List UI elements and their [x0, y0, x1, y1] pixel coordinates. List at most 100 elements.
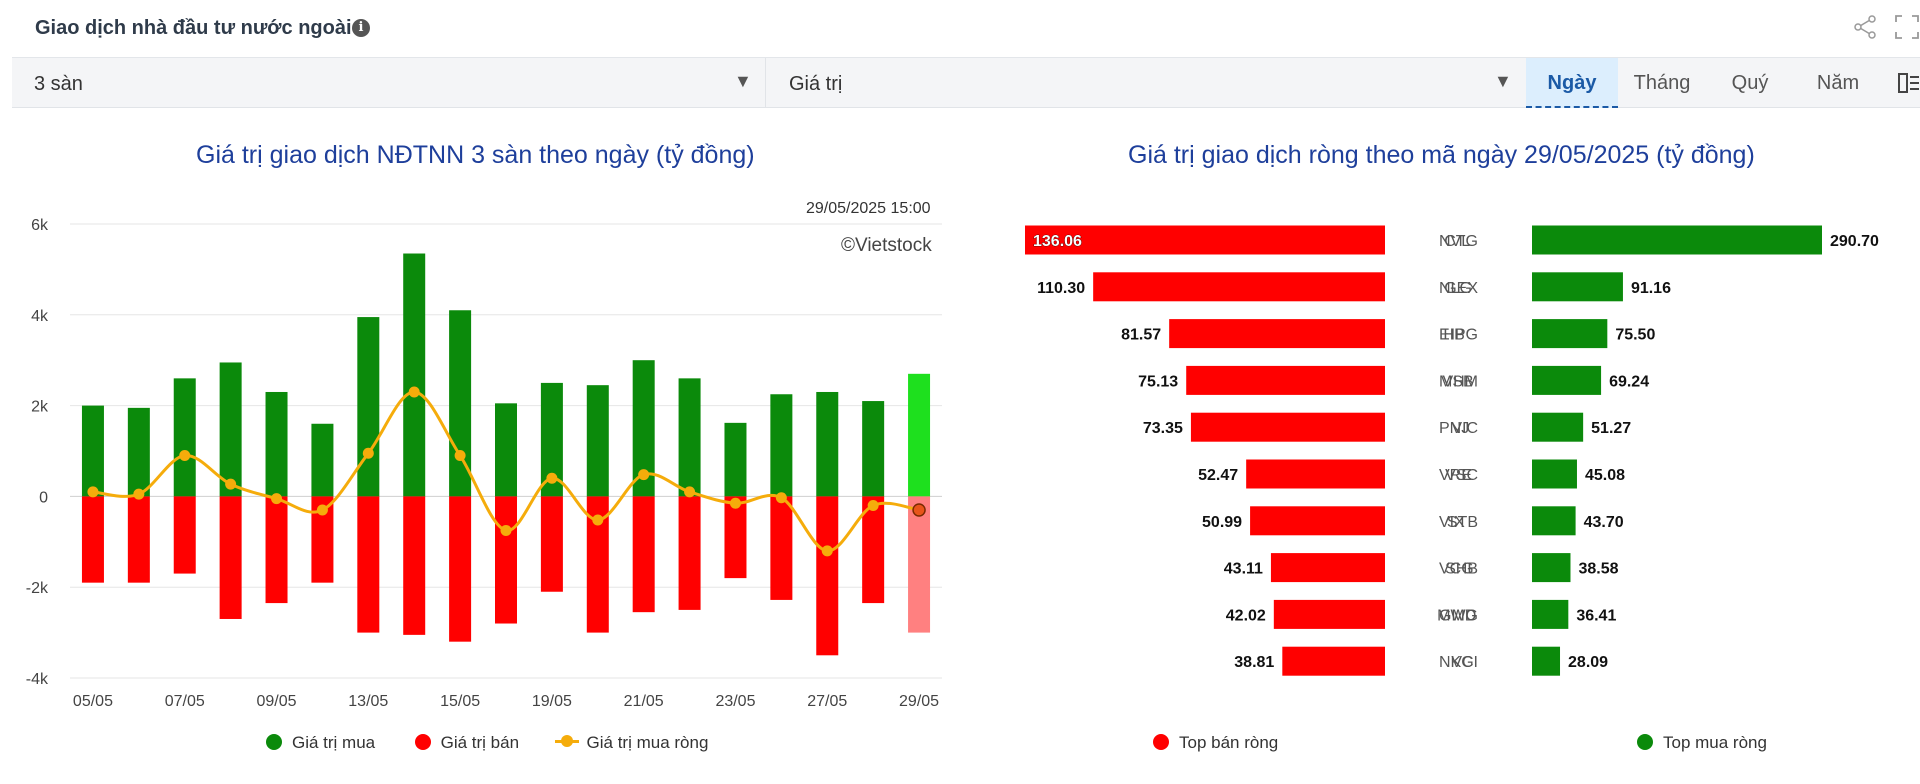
- top-buy-ticker-label: PNJ: [1439, 420, 1469, 437]
- top-sell-ticker-label: CTG: [1444, 233, 1478, 250]
- net-buy-point: [225, 478, 237, 490]
- right-legend-buy[interactable]: Top mua ròng: [1637, 733, 1767, 753]
- legend-net-label: Giá trị mua ròng: [586, 733, 709, 752]
- x-tick-label: 19/05: [532, 693, 572, 710]
- net-buy-point: [87, 486, 99, 498]
- legend-buy[interactable]: Giá trị mua: [266, 733, 375, 752]
- sell-bar: [311, 496, 334, 583]
- y-tick-label: -4k: [26, 671, 49, 688]
- buy-bar: [219, 362, 242, 497]
- top-sell-ticker-label: HPG: [1443, 327, 1478, 344]
- share-icon[interactable]: [1852, 14, 1878, 40]
- top-buy-ticker-label: NKG: [1439, 654, 1474, 671]
- net-buy-point: [821, 545, 833, 557]
- tab-month[interactable]: Tháng: [1633, 72, 1691, 94]
- top-buy-ticker-label: NLG: [1439, 280, 1472, 297]
- net-buy-point: [684, 486, 696, 498]
- exchange-dropdown-value: 3 sàn: [34, 73, 83, 95]
- net-buy-point: [912, 503, 926, 517]
- exchange-dropdown[interactable]: 3 sàn ▼: [12, 58, 766, 108]
- widget-header: Giao dịch nhà đầu tư nước ngoài i: [12, 0, 1920, 58]
- buy-bar: [311, 423, 334, 497]
- columns-icon[interactable]: [1898, 72, 1920, 94]
- top-sell-ticker-label: VIC: [1451, 420, 1478, 437]
- net-buy-point: [179, 450, 191, 462]
- top-buy-ticker-label: GMD: [1439, 607, 1476, 624]
- right-legend-sell[interactable]: Top bán ròng: [1153, 733, 1278, 753]
- legend-buy-label: Giá trị mua: [292, 733, 376, 752]
- legend-net[interactable]: Giá trị mua ròng: [554, 733, 709, 752]
- top-sell-value-label: 50.99: [1202, 514, 1242, 531]
- y-tick-label: 2k: [31, 399, 49, 416]
- net-buy-point: [592, 514, 604, 526]
- top-buy-value-label: 38.58: [1578, 561, 1618, 578]
- top-sell-value-label: 73.35: [1143, 420, 1183, 437]
- x-tick-label: 21/05: [624, 693, 664, 710]
- tab-day[interactable]: Ngày: [1526, 58, 1618, 108]
- y-tick-label: 4k: [31, 308, 49, 325]
- top-buy-ticker-label: EIB: [1439, 327, 1465, 344]
- top-sell-bar: [1190, 412, 1385, 442]
- y-tick-label: 0: [39, 489, 48, 506]
- top-buy-ticker-label: NVL: [1439, 233, 1470, 250]
- tab-quarter[interactable]: Quý: [1731, 72, 1769, 94]
- left-legend: Giá trị mua Giá trị bán Giá trị mua ròng: [266, 733, 708, 753]
- sell-bar: [586, 496, 609, 633]
- metric-dropdown[interactable]: Giá trị ▼: [767, 58, 1527, 108]
- top-sell-value-label: 42.02: [1226, 607, 1266, 624]
- top-sell-bar: [1250, 506, 1385, 536]
- x-tick-label: 29/05: [899, 693, 939, 710]
- top-buy-bar: [1532, 599, 1569, 629]
- tab-year[interactable]: Năm: [1816, 72, 1860, 94]
- foreign-trading-chart: -4k -2k 0 2k 4k 6k 05/05 07/05 09/05 13/05 15/05 1…: [26, 217, 942, 710]
- filter-bar: 3 sàn ▼ Giá trị ▼ Ngày Tháng Quý Năm: [12, 58, 1920, 108]
- buy-bar: [816, 391, 839, 497]
- net-buy-point: [362, 447, 374, 459]
- net-buy-point: [867, 499, 879, 511]
- top-buy-value-label: 51.27: [1591, 420, 1631, 437]
- buy-bar: [449, 310, 472, 497]
- top-buy-value-label: 69.24: [1609, 373, 1649, 390]
- net-buy-point: [454, 450, 466, 462]
- buy-bar: [357, 317, 380, 497]
- net-buy-point: [271, 493, 283, 505]
- fullscreen-icon[interactable]: [1894, 14, 1920, 40]
- info-icon[interactable]: i: [352, 19, 370, 37]
- top-sell-bar: [1025, 225, 1385, 255]
- buy-bar: [173, 378, 196, 497]
- top-buy-value-label: 43.70: [1584, 514, 1624, 531]
- top-buy-ticker-label: MSB: [1439, 373, 1474, 390]
- sell-bar: [540, 496, 563, 592]
- top-sell-value-label: 43.11: [1224, 561, 1263, 578]
- net-buy-point: [133, 488, 145, 500]
- widget-title: Giao dịch nhà đầu tư nước ngoài: [35, 17, 352, 39]
- sell-bar: [816, 496, 839, 656]
- top-sell-ticker-label: MWG: [1437, 607, 1478, 624]
- top-buy-value-label: 91.16: [1631, 280, 1671, 297]
- top-buy-ticker-label: VIX: [1439, 514, 1465, 531]
- net-buy-point: [546, 472, 558, 484]
- legend-sell[interactable]: Giá trị bán: [414, 733, 520, 752]
- top-sell-value-label: 52.47: [1198, 467, 1238, 484]
- top-sell-bar: [1186, 365, 1385, 395]
- buy-bar: [586, 385, 609, 497]
- top-sell-ticker-label: STB: [1447, 514, 1478, 531]
- top-buy-ticker-label: VCG: [1439, 561, 1474, 578]
- sell-bar: [908, 496, 931, 633]
- legend-top-buy-label: Top mua ròng: [1663, 733, 1767, 752]
- sell-bar: [770, 496, 793, 600]
- top-buy-bar: [1532, 646, 1561, 676]
- sell-bar: [862, 496, 885, 604]
- legend-sell-label: Giá trị bán: [440, 733, 520, 752]
- top-sell-bar: [1270, 553, 1385, 583]
- net-buy-point: [775, 492, 787, 504]
- top-buy-bar: [1532, 319, 1608, 349]
- top-buy-value-label: 75.50: [1615, 327, 1655, 344]
- legend-top-sell-label: Top bán ròng: [1179, 733, 1279, 752]
- net-buy-point: [729, 497, 741, 509]
- top-sell-bar: [1169, 319, 1385, 349]
- top-buy-bar: [1532, 506, 1576, 536]
- net-by-ticker-chart: 136.06 CTG 110.30 GEX 81.57 HPG 75.13 VHM 73.35 V…: [1025, 225, 1879, 676]
- sell-bar: [265, 496, 288, 604]
- top-sell-bar: [1282, 646, 1385, 676]
